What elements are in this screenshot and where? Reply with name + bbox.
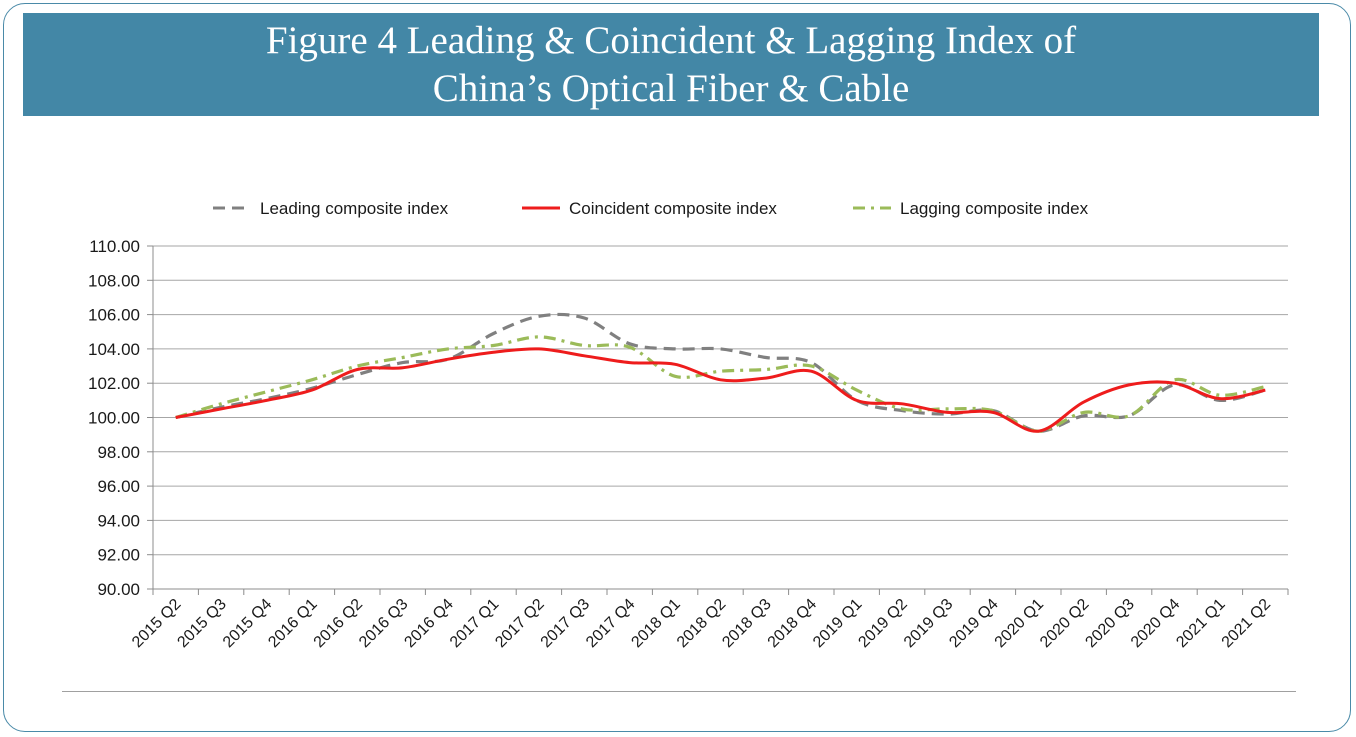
x-tick-label: 2016 Q2 <box>311 596 366 651</box>
x-tick-label: 2019 Q4 <box>946 596 1001 651</box>
x-tick-label: 2015 Q2 <box>129 596 184 651</box>
x-tick-label: 2021 Q1 <box>1173 596 1228 651</box>
figure-frame <box>3 3 1351 732</box>
x-tick-label: 2017 Q3 <box>538 596 593 651</box>
bottom-rule <box>62 691 1296 692</box>
x-tick-label: 2018 Q4 <box>765 596 820 651</box>
y-tick-label: 98.00 <box>97 443 140 462</box>
series-line-3 <box>175 335 1266 433</box>
series-line-1 <box>175 312 1266 433</box>
series-lines <box>175 312 1266 433</box>
x-tick-label: 2016 Q4 <box>401 596 456 651</box>
x-tick-label: 2017 Q2 <box>492 596 547 651</box>
y-tick-label: 94.00 <box>97 511 140 530</box>
x-tick-label: 2020 Q1 <box>992 596 1047 651</box>
legend-label-1: Leading composite index <box>260 199 449 218</box>
axes <box>147 245 1289 595</box>
x-tick-label: 2020 Q3 <box>1082 596 1137 651</box>
x-tick-label: 2019 Q1 <box>810 596 865 651</box>
x-tick-label: 2017 Q4 <box>583 596 638 651</box>
legend: Leading composite index Coincident compos… <box>213 199 1089 218</box>
x-tick-label: 2018 Q2 <box>674 596 729 651</box>
title-line-1: Figure 4 Leading & Coincident & Lagging … <box>265 19 1077 62</box>
title-line-2: China’s Optical Fiber & Cable <box>432 67 910 110</box>
y-tick-label: 108.00 <box>88 271 140 290</box>
x-tick-label: 2017 Q1 <box>447 596 502 651</box>
y-tick-label: 96.00 <box>97 477 140 496</box>
series-line-2 <box>175 347 1266 433</box>
y-tick-label: 104.00 <box>88 340 140 359</box>
x-tick-label: 2016 Q3 <box>356 596 411 651</box>
y-tick-label: 110.00 <box>89 237 140 256</box>
x-tick-label: 2020 Q2 <box>1037 596 1092 651</box>
x-tick-label: 2015 Q4 <box>220 596 275 651</box>
y-tick-label: 90.00 <box>97 580 140 599</box>
x-tick-label: 2018 Q1 <box>628 596 683 651</box>
y-tick-label: 106.00 <box>88 306 140 325</box>
x-tick-label: 2016 Q1 <box>265 596 320 651</box>
x-tick-label: 2021 Q2 <box>1219 596 1274 651</box>
legend-label-2: Coincident composite index <box>569 199 777 218</box>
x-tick-label: 2018 Q3 <box>719 596 774 651</box>
x-tick-label: 2020 Q4 <box>1128 596 1183 651</box>
y-tick-label: 92.00 <box>97 546 140 565</box>
x-tick-label: 2019 Q2 <box>855 596 910 651</box>
gridlines <box>153 245 1288 556</box>
y-tick-label: 100.00 <box>88 409 140 428</box>
y-tick-label: 102.00 <box>88 374 140 393</box>
title-banner: Figure 4 Leading & Coincident & Lagging … <box>23 13 1319 116</box>
legend-label-3: Lagging composite index <box>900 199 1089 218</box>
x-tick-label: 2019 Q3 <box>901 596 956 651</box>
x-tick-label: 2015 Q3 <box>174 596 229 651</box>
